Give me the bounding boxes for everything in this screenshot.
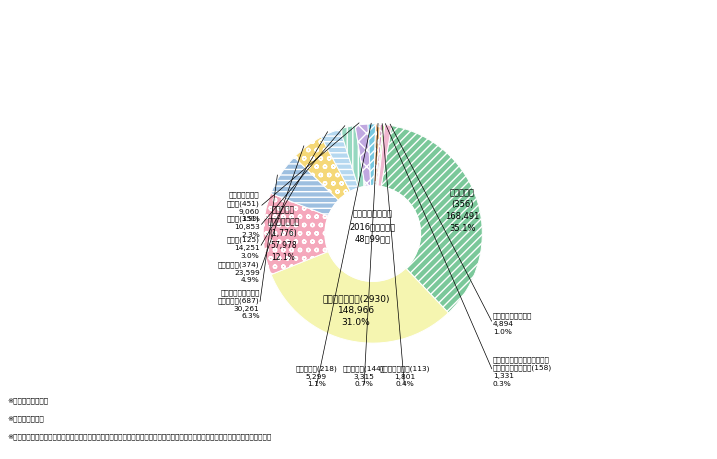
- Text: 音声情報制作業(113)
1,801
0.4%: 音声情報制作業(113) 1,801 0.4%: [379, 365, 429, 387]
- Text: ※２　単位：億円: ※２ 単位：億円: [7, 415, 44, 422]
- Wedge shape: [374, 124, 381, 186]
- Wedge shape: [294, 137, 351, 200]
- Wedge shape: [381, 126, 483, 313]
- Wedge shape: [321, 129, 358, 191]
- Text: ※３　「その他の情報通信業」とは、情報通信業に係る売上高内訳において、主要事業名「その他」として回答のあったものをいう。: ※３ 「その他の情報通信業」とは、情報通信業に係る売上高内訳において、主要事業名…: [7, 434, 272, 440]
- Text: 民間放送業(374)
23,599
4.9%: 民間放送業(374) 23,599 4.9%: [218, 261, 260, 284]
- Wedge shape: [368, 124, 376, 186]
- Text: 映像・音声・文字情報制作に
附帯するサービス業(158)
1,331
0.3%: 映像・音声・文字情報制作に 附帯するサービス業(158) 1,331 0.3%: [493, 356, 552, 386]
- Text: 情報通信業に係る
2016年度売上高
48兆99億円: 情報通信業に係る 2016年度売上高 48兆99億円: [350, 209, 396, 244]
- Text: 映像情報制作・
配給業(451)
9,060
1.9%: 映像情報制作・ 配給業(451) 9,060 1.9%: [227, 192, 260, 222]
- Circle shape: [325, 186, 420, 281]
- Text: 広告制作業(144)
3,315
0.7%: 広告制作業(144) 3,315 0.7%: [343, 365, 385, 387]
- Text: 出版業(351)
10,853
2.3%: 出版業(351) 10,853 2.3%: [227, 215, 260, 238]
- Wedge shape: [340, 125, 365, 188]
- Wedge shape: [263, 193, 328, 274]
- Text: 情報処理・
提供サービス業
(1,776)
57,978
12.1%: 情報処理・ 提供サービス業 (1,776) 57,978 12.1%: [267, 206, 300, 262]
- Text: 有線放送業(218)
5,299
1.1%: 有線放送業(218) 5,299 1.1%: [295, 365, 337, 387]
- Text: ※１　（　）は社数: ※１ （ ）は社数: [7, 397, 48, 403]
- Wedge shape: [378, 125, 391, 186]
- Wedge shape: [377, 124, 385, 186]
- Wedge shape: [376, 124, 383, 186]
- Wedge shape: [271, 252, 448, 343]
- Text: 電気通信業
(356)
168,491
35.1%: 電気通信業 (356) 168,491 35.1%: [445, 189, 480, 233]
- Wedge shape: [355, 124, 371, 186]
- Wedge shape: [271, 157, 338, 216]
- Text: その他の情報通信業
4,894
1.0%: その他の情報通信業 4,894 1.0%: [493, 313, 532, 335]
- Text: ソフトウェア業(2930)
148,966
31.0%: ソフトウェア業(2930) 148,966 31.0%: [323, 294, 390, 327]
- Text: 新聞業(125)
14,251
3.0%: 新聞業(125) 14,251 3.0%: [227, 237, 260, 259]
- Text: インターネット附随
サービス業(687)
30,261
6.3%: インターネット附随 サービス業(687) 30,261 6.3%: [218, 289, 260, 319]
